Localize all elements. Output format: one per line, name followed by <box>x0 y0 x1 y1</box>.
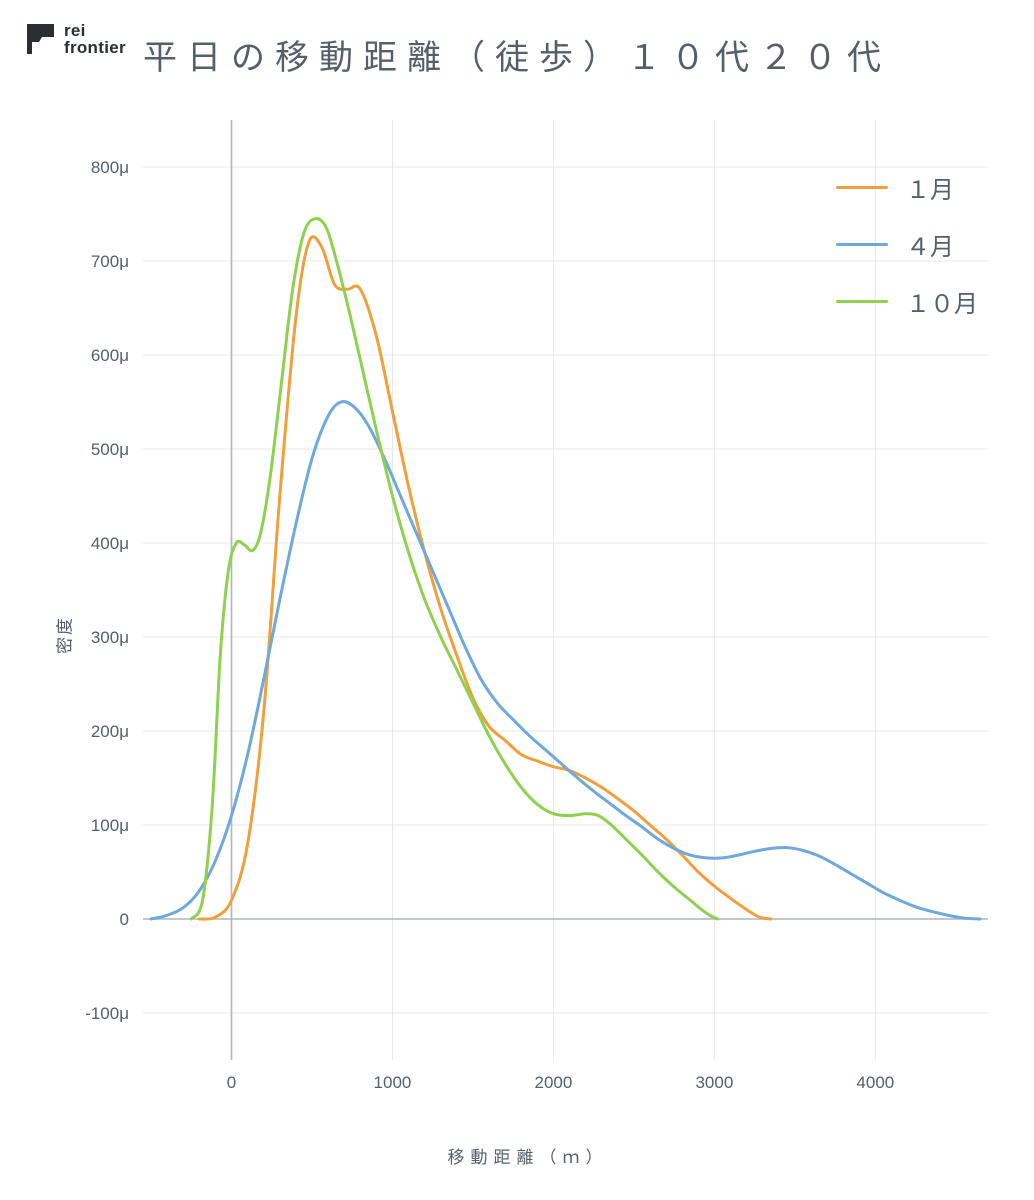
legend-swatch <box>836 243 888 246</box>
svg-text:200μ: 200μ <box>91 722 129 741</box>
legend-swatch <box>836 186 888 189</box>
legend-label: １０月 <box>906 284 978 319</box>
svg-text:500μ: 500μ <box>91 440 129 459</box>
legend-label: ４月 <box>906 227 954 262</box>
svg-text:3000: 3000 <box>695 1073 733 1092</box>
y-axis-label: 密度 <box>51 616 76 654</box>
svg-text:1000: 1000 <box>374 1073 412 1092</box>
page: rei frontier 平日の移動距離（徒歩）１０代２０代 密度 010002… <box>0 0 1034 1200</box>
svg-text:2000: 2000 <box>535 1073 573 1092</box>
legend-label: １月 <box>906 170 954 205</box>
svg-text:-100μ: -100μ <box>85 1004 129 1023</box>
legend-item: １月 <box>836 170 978 205</box>
svg-text:4000: 4000 <box>856 1073 894 1092</box>
legend: １月 ４月 １０月 <box>836 170 978 319</box>
chart-title: 平日の移動距離（徒歩）１０代２０代 <box>0 30 1034 79</box>
legend-swatch <box>836 300 888 303</box>
legend-item: １０月 <box>836 284 978 319</box>
svg-text:0: 0 <box>227 1073 236 1092</box>
legend-item: ４月 <box>836 227 978 262</box>
svg-text:0: 0 <box>120 910 129 929</box>
svg-text:400μ: 400μ <box>91 534 129 553</box>
svg-text:600μ: 600μ <box>91 346 129 365</box>
svg-text:800μ: 800μ <box>91 158 129 177</box>
svg-text:300μ: 300μ <box>91 628 129 647</box>
svg-text:100μ: 100μ <box>91 816 129 835</box>
chart-container: 密度 0 1000 2000 3000 4000 -100μ 0 100μ 200μ 300μ 40… <box>48 110 1008 1160</box>
x-axis-label: 移動距離（ｍ） <box>448 1143 609 1168</box>
svg-text:700μ: 700μ <box>91 252 129 271</box>
